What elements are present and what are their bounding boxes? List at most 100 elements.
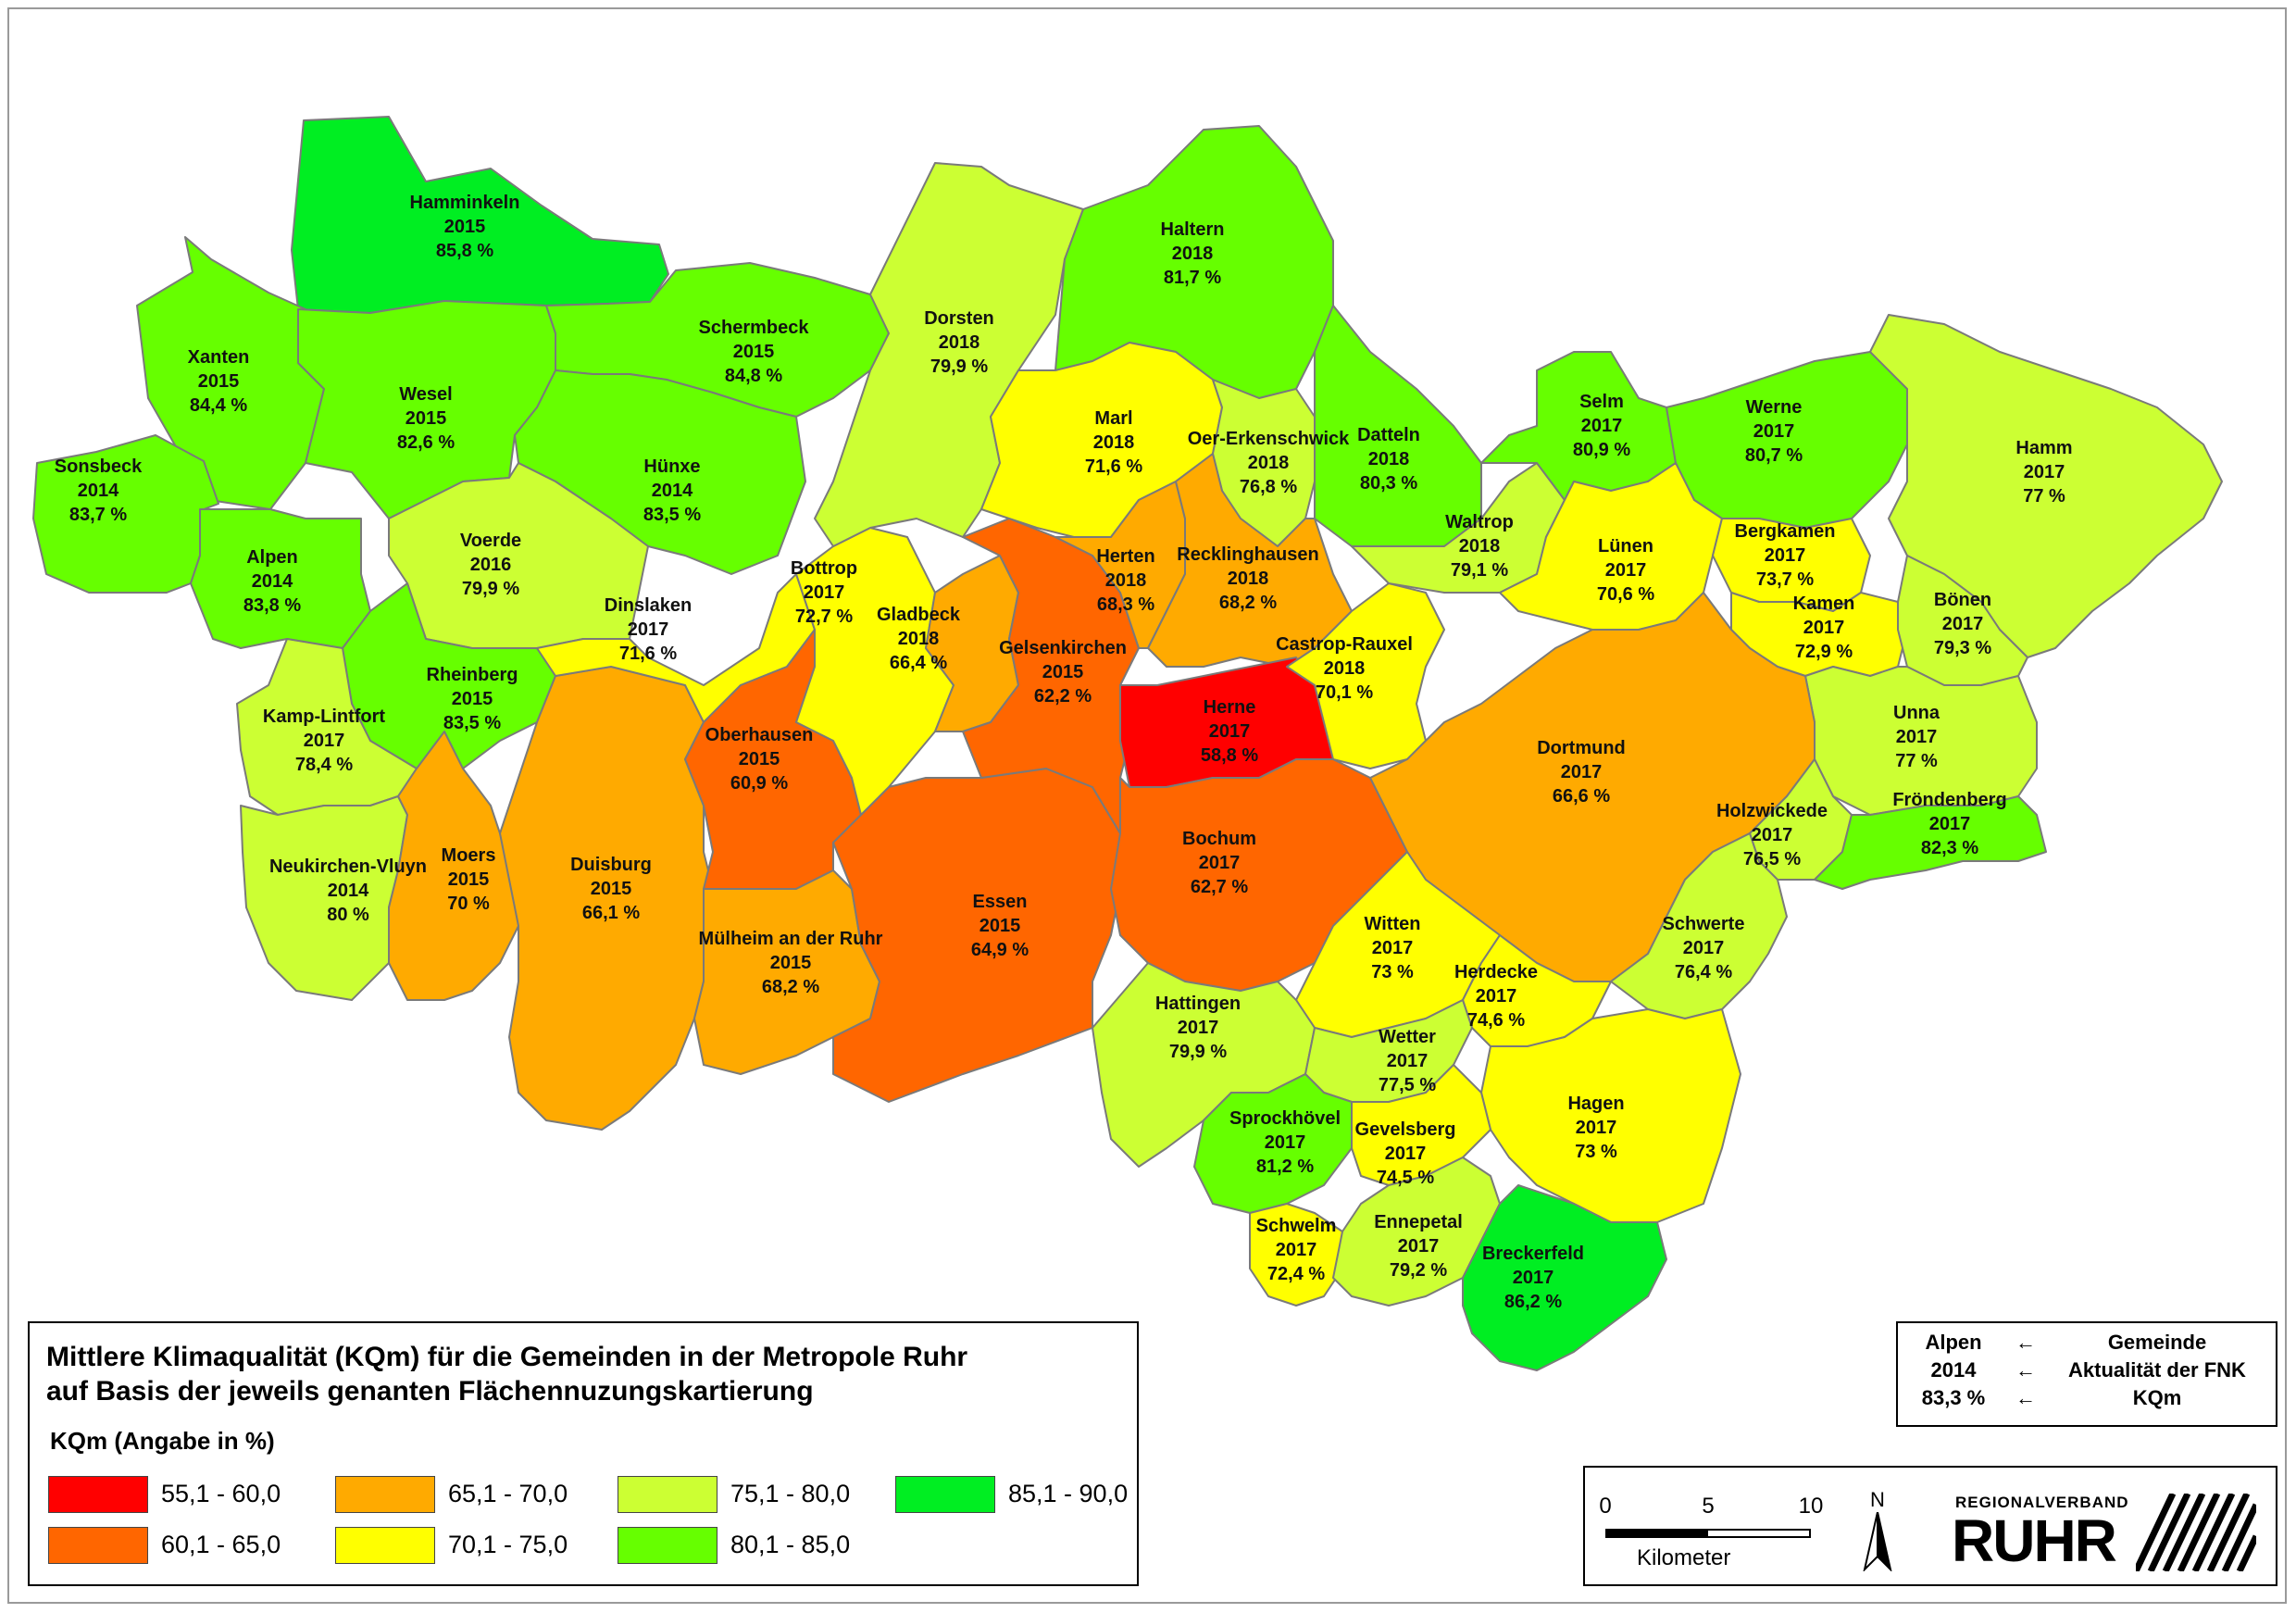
region-label-alpen: Alpen 2014 83,8 % xyxy=(243,545,301,618)
region-kqm: 74,5 % xyxy=(1376,1168,1435,1188)
region-name: Haltern xyxy=(1160,219,1225,240)
legend-swatch xyxy=(48,1527,148,1564)
region-label-marl: Marl 2018 71,6 % xyxy=(1085,406,1142,479)
region-year: 2015 xyxy=(1042,662,1084,682)
region-name: Alpen xyxy=(246,547,298,568)
region-year: 2017 xyxy=(1397,1236,1440,1257)
region-label-wesel: Wesel 2015 82,6 % xyxy=(397,382,455,455)
key-example-kqm: 83,3 % xyxy=(1921,1386,1986,1409)
region-label-hamminkeln: Hamminkeln 2015 85,8 % xyxy=(410,191,520,263)
region-label-haltern: Haltern 2018 81,7 % xyxy=(1161,218,1225,290)
region-kqm: 77 % xyxy=(1895,751,1938,771)
region-name: Schwelm xyxy=(1255,1216,1337,1236)
region-year: 2017 xyxy=(1682,938,1725,958)
legend-label: 60,1 - 65,0 xyxy=(161,1531,281,1558)
region-hagen xyxy=(1480,1008,1741,1223)
region-kqm: 86,2 % xyxy=(1504,1292,1563,1312)
region-year: 2018 xyxy=(897,629,940,649)
region-year: 2017 xyxy=(1384,1144,1427,1164)
region-year: 2015 xyxy=(197,371,240,392)
region-year: 2017 xyxy=(1928,814,1971,834)
region-label-bottrop: Bottrop 2017 72,7 % xyxy=(791,556,857,629)
region-kqm: 79,2 % xyxy=(1389,1260,1448,1281)
region-label-kamp-lintfort: Kamp-Lintfort 2017 78,4 % xyxy=(263,705,385,777)
key-desc-year: Aktualität der FNK xyxy=(2068,1358,2246,1382)
region-castrop-rauxel xyxy=(1286,582,1445,769)
legend-label: 65,1 - 70,0 xyxy=(448,1480,568,1507)
key-example-name: Alpen xyxy=(1925,1331,1982,1354)
region-label-herne: Herne 2017 58,8 % xyxy=(1201,695,1258,768)
region-hamm xyxy=(1869,314,2223,658)
region-year: 2017 xyxy=(1208,721,1251,742)
scale-tick-0: 0 xyxy=(1599,1494,1612,1519)
legend-swatch xyxy=(895,1476,995,1513)
scale-unit-label: Kilometer xyxy=(1637,1545,1731,1570)
legend-swatch xyxy=(48,1476,148,1513)
legend-label: 75,1 - 80,0 xyxy=(730,1480,851,1507)
region-sprockhovel xyxy=(1193,1073,1353,1214)
region-label-hagen: Hagen 2017 73 % xyxy=(1567,1092,1624,1164)
region-year: 2018 xyxy=(1104,570,1147,591)
region-kqm: 70,1 % xyxy=(1315,682,1374,703)
legend-title-line2: auf Basis der jeweils genanten Flächennu… xyxy=(46,1376,814,1407)
region-name: Waltrop xyxy=(1445,512,1514,532)
map-frame xyxy=(7,7,2287,1604)
region-year: 2017 xyxy=(1512,1268,1554,1288)
left-arrow-icon: ← xyxy=(2015,1331,2036,1354)
region-year: 2017 xyxy=(1803,618,1845,638)
region-label-neukirchen-vluyn: Neukirchen-Vluyn 2014 80 % xyxy=(269,855,427,927)
region-label-bergkamen: Bergkamen 2017 73,7 % xyxy=(1735,519,1836,592)
region-year: 2014 xyxy=(327,881,369,901)
rvr-logo: REGIONALVERBAND RUHR xyxy=(1952,1486,2261,1579)
legend-label: 70,1 - 75,0 xyxy=(448,1531,568,1558)
region-kqm: 72,9 % xyxy=(1794,642,1853,662)
region-name: Ennepetal xyxy=(1374,1212,1463,1232)
region-label-waltrop: Waltrop 2018 79,1 % xyxy=(1445,510,1514,582)
scale-tick-5: 5 xyxy=(1702,1494,1715,1519)
region-kqm: 83,5 % xyxy=(443,713,502,733)
region-year: 2017 xyxy=(1941,614,1984,634)
region-name: Xanten xyxy=(187,347,250,368)
region-label-hattingen: Hattingen 2017 79,9 % xyxy=(1155,992,1241,1064)
region-year: 2017 xyxy=(1475,986,1517,1007)
region-kqm: 73 % xyxy=(1575,1142,1617,1162)
region-kqm: 77 % xyxy=(2023,486,2065,506)
north-arrow-icon xyxy=(1863,1512,1892,1571)
region-label-oer-erkenschwick: Oer-Erkenschwick 2018 76,8 % xyxy=(1188,427,1350,499)
region-label-duisburg: Duisburg 2015 66,1 % xyxy=(570,853,652,925)
region-name: Herdecke xyxy=(1454,962,1539,982)
region-label-frondenberg: Fröndenberg 2017 82,3 % xyxy=(1892,788,2006,860)
region-label-gelsenkirchen: Gelsenkirchen 2015 62,2 % xyxy=(999,636,1127,708)
region-kqm: 76,5 % xyxy=(1742,849,1802,869)
region-name: Herten xyxy=(1096,546,1155,567)
legend-label: 85,1 - 90,0 xyxy=(1008,1480,1129,1507)
region-year: 2018 xyxy=(1171,244,1214,264)
region-kqm: 60,9 % xyxy=(730,773,789,794)
region-kqm: 82,6 % xyxy=(396,432,455,453)
region-label-breckerfeld: Breckerfeld 2017 86,2 % xyxy=(1482,1242,1584,1314)
region-kqm: 71,6 % xyxy=(618,644,678,664)
region-name: Schwerte xyxy=(1662,914,1745,934)
region-name: Moers xyxy=(441,845,496,866)
region-year: 2017 xyxy=(2023,462,2065,482)
region-name: Datteln xyxy=(1357,425,1420,445)
legend-subtitle: KQm (Angabe in %) xyxy=(50,1427,275,1455)
region-label-datteln: Datteln 2018 80,3 % xyxy=(1357,423,1420,495)
region-year: 2015 xyxy=(738,749,780,769)
region-name: Dorsten xyxy=(924,308,994,329)
region-kqm: 83,7 % xyxy=(69,505,128,525)
region-label-mulheim-an-der-ruhr: Mülheim an der Ruhr 2015 68,2 % xyxy=(699,927,883,999)
label-key-box: Alpen ← Gemeinde 2014 ← Aktualität der F… xyxy=(1896,1321,2277,1427)
region-kqm: 66,4 % xyxy=(889,653,948,673)
region-kqm: 80,3 % xyxy=(1359,473,1418,494)
region-kqm: 73 % xyxy=(1371,962,1414,982)
region-name: Herne xyxy=(1203,697,1256,718)
region-kqm: 72,4 % xyxy=(1267,1264,1326,1284)
region-year: 2018 xyxy=(1367,449,1410,469)
region-kqm: 79,9 % xyxy=(1168,1042,1228,1062)
region-name: Bottrop xyxy=(790,558,858,579)
region-year: 2015 xyxy=(732,342,775,362)
legend-swatch xyxy=(335,1476,435,1513)
region-name: Gladbeck xyxy=(876,605,961,625)
